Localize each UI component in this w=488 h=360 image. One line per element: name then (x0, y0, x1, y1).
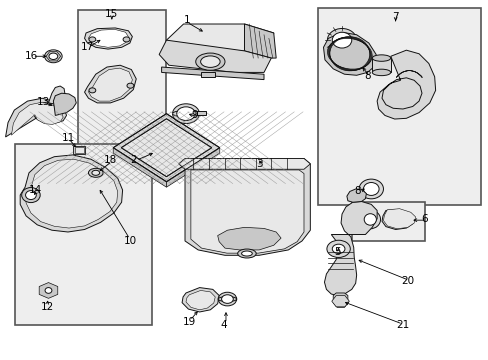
Text: 1: 1 (183, 15, 190, 26)
Ellipse shape (45, 288, 52, 293)
Text: 20: 20 (401, 276, 413, 286)
Polygon shape (20, 155, 122, 232)
Ellipse shape (364, 214, 376, 225)
Ellipse shape (200, 56, 220, 67)
Polygon shape (53, 93, 76, 116)
Ellipse shape (25, 190, 36, 199)
Text: 2: 2 (130, 155, 136, 165)
Polygon shape (159, 40, 271, 72)
Polygon shape (244, 24, 276, 58)
Text: 21: 21 (396, 320, 409, 330)
Polygon shape (346, 189, 366, 202)
Text: 6: 6 (421, 215, 427, 224)
Text: 9: 9 (191, 111, 198, 121)
Polygon shape (88, 30, 128, 47)
Polygon shape (371, 58, 390, 72)
Polygon shape (113, 148, 166, 187)
Polygon shape (331, 296, 348, 307)
Polygon shape (26, 159, 118, 228)
Ellipse shape (92, 170, 100, 175)
Circle shape (89, 37, 96, 42)
Ellipse shape (218, 292, 236, 306)
Ellipse shape (241, 251, 252, 256)
Text: 11: 11 (61, 133, 75, 143)
Ellipse shape (371, 69, 390, 76)
Polygon shape (46, 51, 61, 61)
Text: 8: 8 (364, 71, 370, 81)
Ellipse shape (371, 55, 390, 61)
Polygon shape (121, 119, 211, 177)
Bar (73, 146, 85, 154)
Bar (75, 147, 83, 153)
Polygon shape (48, 86, 65, 105)
Circle shape (49, 53, 58, 59)
Bar (15, 144, 152, 325)
Polygon shape (323, 32, 375, 75)
Polygon shape (178, 158, 310, 169)
Polygon shape (166, 148, 219, 187)
Polygon shape (200, 72, 215, 77)
Bar (197, 111, 205, 115)
Ellipse shape (176, 107, 195, 121)
Ellipse shape (237, 249, 256, 258)
Text: 4: 4 (220, 320, 227, 330)
Circle shape (326, 240, 349, 257)
Circle shape (123, 37, 130, 42)
Circle shape (127, 83, 134, 88)
Text: 3: 3 (255, 159, 262, 169)
Text: 17: 17 (81, 42, 94, 51)
Polygon shape (84, 65, 136, 103)
Polygon shape (84, 28, 132, 49)
Ellipse shape (331, 32, 351, 48)
Polygon shape (184, 158, 310, 255)
Polygon shape (5, 98, 66, 137)
Ellipse shape (42, 285, 55, 296)
Polygon shape (113, 114, 219, 182)
Polygon shape (324, 202, 376, 296)
Polygon shape (383, 209, 415, 229)
Polygon shape (11, 102, 63, 135)
Ellipse shape (363, 183, 378, 195)
Text: 7: 7 (391, 12, 398, 22)
Circle shape (44, 50, 62, 63)
Polygon shape (185, 291, 215, 310)
Ellipse shape (172, 111, 199, 117)
Text: 13: 13 (37, 97, 50, 107)
Text: 5: 5 (333, 247, 340, 257)
Text: 10: 10 (123, 236, 136, 246)
Ellipse shape (359, 210, 380, 229)
Polygon shape (166, 24, 273, 51)
Polygon shape (381, 210, 413, 229)
Bar (78, 10, 165, 160)
Ellipse shape (221, 295, 233, 303)
Polygon shape (161, 67, 264, 80)
Ellipse shape (218, 297, 236, 302)
Text: 12: 12 (41, 302, 54, 312)
Ellipse shape (327, 28, 356, 52)
Text: 18: 18 (103, 155, 117, 165)
Text: 16: 16 (25, 51, 38, 61)
Ellipse shape (195, 53, 224, 70)
Bar (351, 202, 424, 241)
Text: 15: 15 (105, 9, 118, 19)
Polygon shape (332, 293, 347, 307)
Bar (317, 8, 480, 205)
Ellipse shape (21, 188, 40, 203)
Polygon shape (39, 283, 58, 298)
Polygon shape (182, 288, 219, 312)
Ellipse shape (358, 179, 383, 199)
Polygon shape (88, 68, 132, 101)
Polygon shape (217, 227, 281, 250)
Polygon shape (376, 50, 435, 119)
Polygon shape (190, 170, 304, 253)
Ellipse shape (88, 168, 103, 177)
Text: 14: 14 (29, 185, 42, 195)
Circle shape (331, 244, 344, 253)
Text: 19: 19 (183, 317, 196, 327)
Ellipse shape (172, 104, 199, 123)
Circle shape (89, 88, 96, 93)
Text: 8: 8 (354, 186, 360, 197)
